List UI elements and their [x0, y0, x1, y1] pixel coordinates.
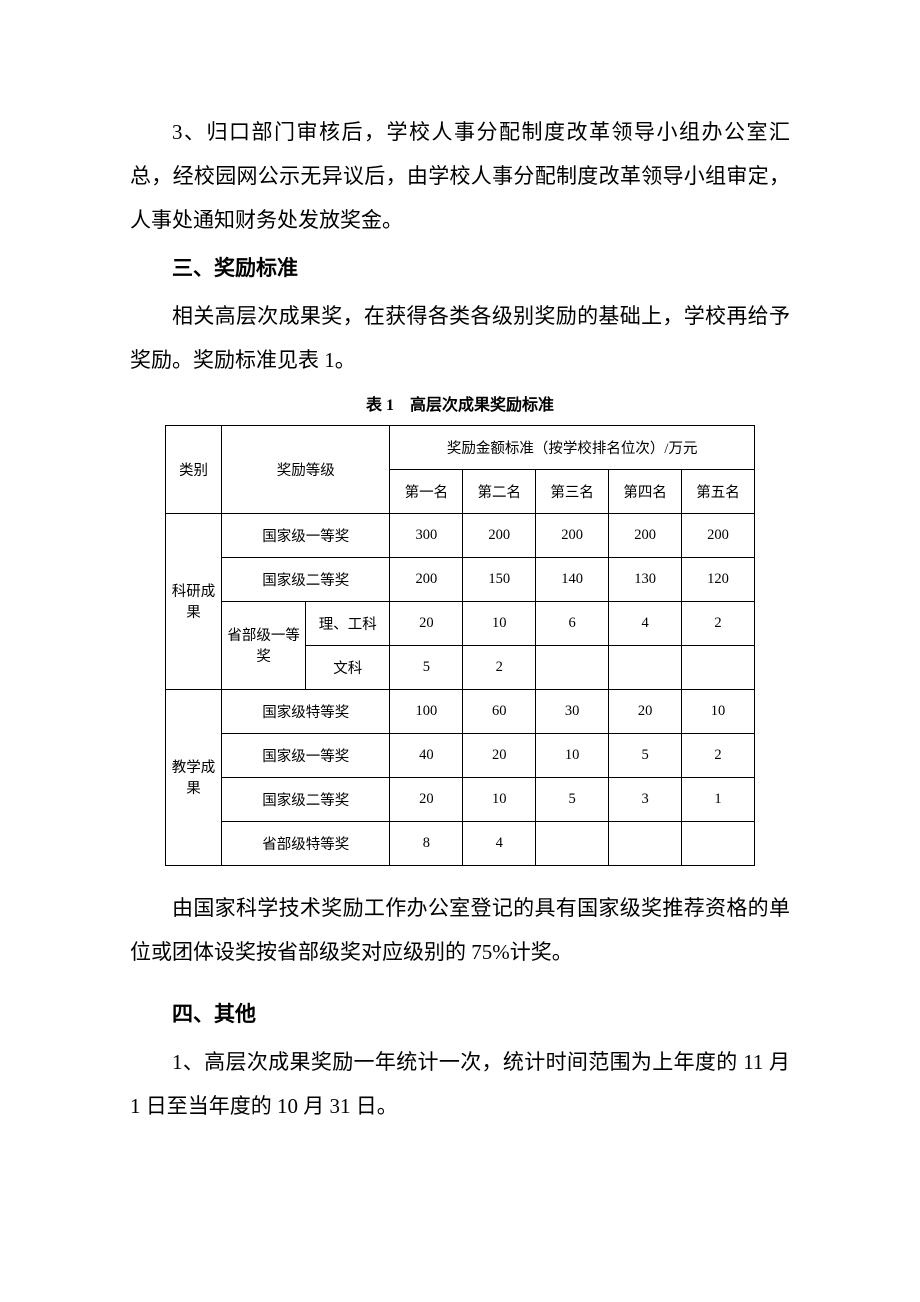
paragraph-note-75pct: 由国家科学技术奖励工作办公室登记的具有国家级奖推荐资格的单位或团体设奖按省部级奖…	[130, 886, 790, 974]
heading-other: 四、其他	[130, 992, 790, 1036]
paragraph-other-1: 1、高层次成果奖励一年统计一次，统计时间范围为上年度的 11 月 1 日至当年度…	[130, 1040, 790, 1128]
cell-value: 130	[609, 557, 682, 601]
cell-value: 20	[609, 689, 682, 733]
cell-value: 60	[463, 689, 536, 733]
cell-value: 200	[609, 513, 682, 557]
cell-value: 1	[682, 777, 755, 821]
cell-value: 20	[390, 777, 463, 821]
cell-value: 20	[390, 601, 463, 645]
cell-value: 100	[390, 689, 463, 733]
cell-value: 30	[536, 689, 609, 733]
cell-value: 3	[609, 777, 682, 821]
cell-value: 10	[682, 689, 755, 733]
table-row: 国家级二等奖 20 10 5 3 1	[166, 777, 755, 821]
cell-grade-group: 省部级一等奖	[222, 601, 306, 689]
cell-value	[682, 821, 755, 865]
reward-standard-table: 类别 奖励等级 奖励金额标准（按学校排名位次）/万元 第一名 第二名 第三名 第…	[165, 425, 755, 866]
cell-value: 2	[682, 601, 755, 645]
cell-subgrade: 文科	[306, 645, 390, 689]
paragraph-procedure-3: 3、归口部门审核后，学校人事分配制度改革领导小组办公室汇总，经校园网公示无异议后…	[130, 110, 790, 242]
cell-value: 4	[463, 821, 536, 865]
cell-value: 10	[536, 733, 609, 777]
cell-value: 120	[682, 557, 755, 601]
table-row: 省部级特等奖 8 4	[166, 821, 755, 865]
cell-grade: 国家级特等奖	[222, 689, 390, 733]
cell-grade: 国家级一等奖	[222, 733, 390, 777]
cell-value	[536, 821, 609, 865]
cell-grade: 国家级二等奖	[222, 557, 390, 601]
cell-grade: 国家级一等奖	[222, 513, 390, 557]
header-rank-4: 第四名	[609, 469, 682, 513]
header-amount: 奖励金额标准（按学校排名位次）/万元	[390, 425, 755, 469]
heading-reward-standard: 三、奖励标准	[130, 246, 790, 290]
cell-value: 6	[536, 601, 609, 645]
cell-value: 5	[390, 645, 463, 689]
cell-value: 20	[463, 733, 536, 777]
header-category: 类别	[166, 425, 222, 513]
cell-value: 2	[682, 733, 755, 777]
table-row: 国家级一等奖 40 20 10 5 2	[166, 733, 755, 777]
cell-value: 4	[609, 601, 682, 645]
header-rank-1: 第一名	[390, 469, 463, 513]
table-row: 国家级二等奖 200 150 140 130 120	[166, 557, 755, 601]
cell-category-research: 科研成果	[166, 513, 222, 689]
header-grade: 奖励等级	[222, 425, 390, 513]
spacer	[130, 978, 790, 992]
table-row: 教学成果 国家级特等奖 100 60 30 20 10	[166, 689, 755, 733]
header-rank-5: 第五名	[682, 469, 755, 513]
cell-value: 10	[463, 777, 536, 821]
table-row: 科研成果 国家级一等奖 300 200 200 200 200	[166, 513, 755, 557]
cell-value: 140	[536, 557, 609, 601]
cell-value: 150	[463, 557, 536, 601]
cell-grade: 国家级二等奖	[222, 777, 390, 821]
cell-value: 200	[390, 557, 463, 601]
cell-value: 40	[390, 733, 463, 777]
cell-value: 300	[390, 513, 463, 557]
cell-value	[682, 645, 755, 689]
cell-category-teaching: 教学成果	[166, 689, 222, 865]
cell-value	[609, 645, 682, 689]
table-header-row-1: 类别 奖励等级 奖励金额标准（按学校排名位次）/万元	[166, 425, 755, 469]
cell-subgrade: 理、工科	[306, 601, 390, 645]
cell-value: 5	[609, 733, 682, 777]
cell-value: 200	[463, 513, 536, 557]
cell-value: 10	[463, 601, 536, 645]
cell-value: 8	[390, 821, 463, 865]
header-rank-3: 第三名	[536, 469, 609, 513]
table-caption: 表 1 高层次成果奖励标准	[130, 391, 790, 415]
cell-grade: 省部级特等奖	[222, 821, 390, 865]
header-rank-2: 第二名	[463, 469, 536, 513]
cell-value: 200	[536, 513, 609, 557]
cell-value: 200	[682, 513, 755, 557]
cell-value	[536, 645, 609, 689]
cell-value	[609, 821, 682, 865]
paragraph-reward-intro: 相关高层次成果奖，在获得各类各级别奖励的基础上，学校再给予奖励。奖励标准见表 1…	[130, 294, 790, 382]
cell-value: 2	[463, 645, 536, 689]
cell-value: 5	[536, 777, 609, 821]
table-row: 省部级一等奖 理、工科 20 10 6 4 2	[166, 601, 755, 645]
